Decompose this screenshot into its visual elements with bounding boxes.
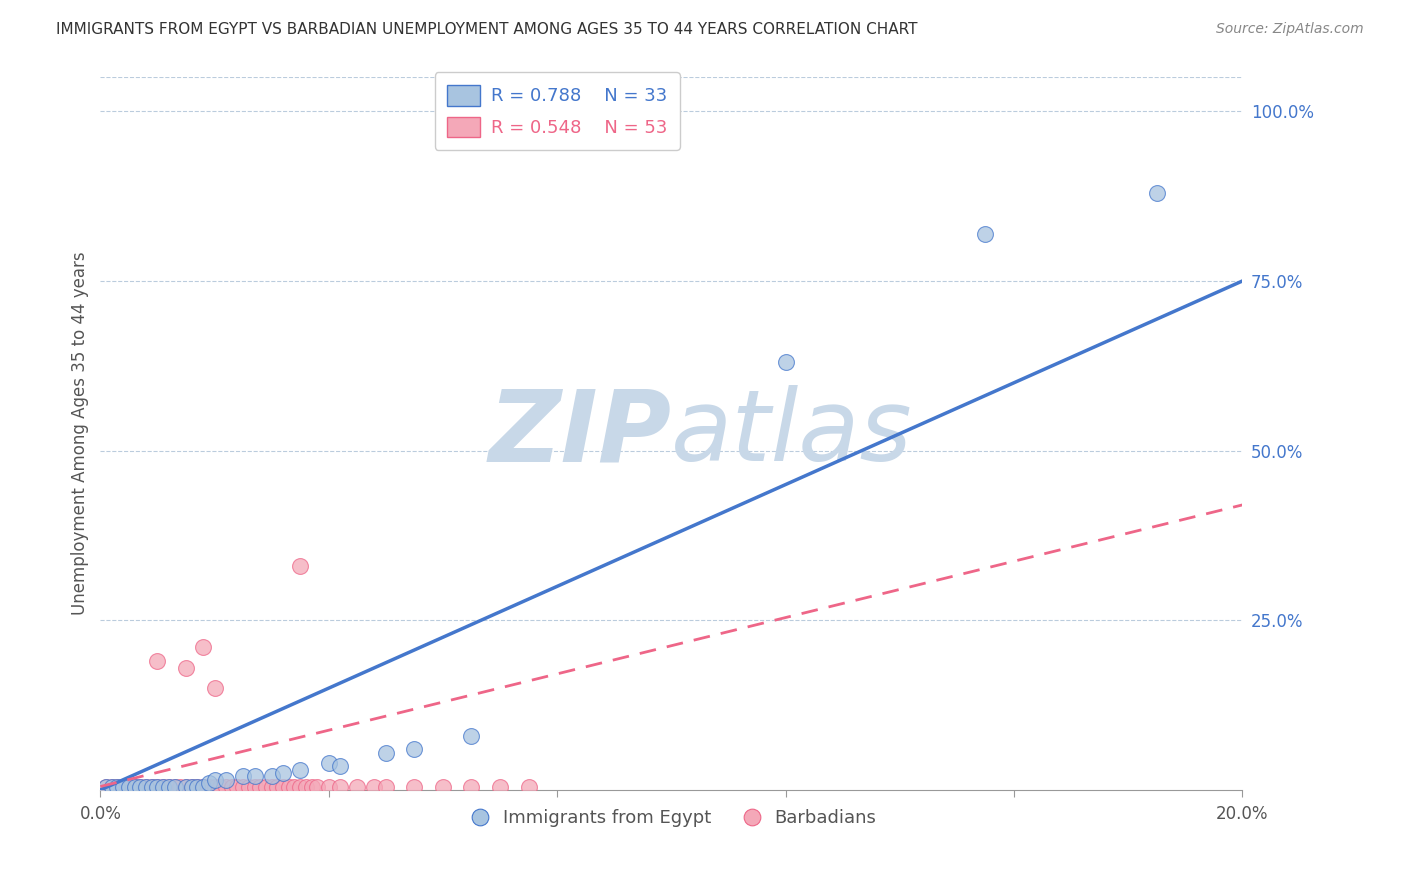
- Point: [266, 780, 288, 794]
- Point: [141, 780, 163, 794]
- Point: [204, 772, 226, 787]
- Point: [1146, 186, 1168, 200]
- Point: [169, 780, 191, 794]
- Point: [204, 681, 226, 695]
- Point: [404, 780, 426, 794]
- Point: [318, 780, 340, 794]
- Point: [290, 780, 312, 794]
- Point: [489, 780, 512, 794]
- Point: [221, 780, 243, 794]
- Point: [374, 746, 396, 760]
- Point: [226, 780, 249, 794]
- Point: [249, 780, 271, 794]
- Point: [232, 769, 254, 783]
- Point: [163, 780, 186, 794]
- Point: [157, 780, 180, 794]
- Point: [141, 780, 163, 794]
- Point: [112, 780, 135, 794]
- Point: [329, 780, 352, 794]
- Point: [174, 780, 197, 794]
- Point: [124, 780, 146, 794]
- Point: [307, 780, 329, 794]
- Point: [129, 780, 152, 794]
- Point: [146, 654, 169, 668]
- Point: [271, 780, 294, 794]
- Point: [191, 780, 214, 794]
- Point: [404, 742, 426, 756]
- Point: [174, 780, 197, 794]
- Point: [346, 780, 368, 794]
- Text: IMMIGRANTS FROM EGYPT VS BARBADIAN UNEMPLOYMENT AMONG AGES 35 TO 44 YEARS CORREL: IMMIGRANTS FROM EGYPT VS BARBADIAN UNEMP…: [56, 22, 918, 37]
- Point: [517, 780, 540, 794]
- Point: [238, 780, 260, 794]
- Point: [129, 780, 152, 794]
- Point: [146, 780, 169, 794]
- Point: [243, 780, 266, 794]
- Point: [204, 780, 226, 794]
- Point: [271, 766, 294, 780]
- Point: [295, 780, 318, 794]
- Point: [100, 780, 122, 794]
- Point: [301, 780, 323, 794]
- Point: [329, 759, 352, 773]
- Legend: Immigrants from Egypt, Barbadians: Immigrants from Egypt, Barbadians: [460, 802, 883, 834]
- Point: [186, 780, 208, 794]
- Point: [118, 780, 141, 794]
- Point: [254, 780, 277, 794]
- Point: [135, 780, 157, 794]
- Text: atlas: atlas: [671, 385, 912, 483]
- Point: [191, 780, 214, 794]
- Point: [318, 756, 340, 770]
- Point: [107, 780, 129, 794]
- Point: [157, 780, 180, 794]
- Point: [232, 780, 254, 794]
- Point: [100, 780, 122, 794]
- Text: ZIP: ZIP: [488, 385, 671, 483]
- Point: [432, 780, 454, 794]
- Point: [277, 780, 299, 794]
- Point: [215, 772, 238, 787]
- Point: [974, 227, 997, 241]
- Point: [124, 780, 146, 794]
- Point: [198, 776, 221, 790]
- Point: [191, 640, 214, 655]
- Point: [174, 661, 197, 675]
- Point: [118, 780, 141, 794]
- Point: [374, 780, 396, 794]
- Y-axis label: Unemployment Among Ages 35 to 44 years: Unemployment Among Ages 35 to 44 years: [72, 252, 89, 615]
- Point: [163, 780, 186, 794]
- Point: [152, 780, 174, 794]
- Point: [363, 780, 385, 794]
- Point: [215, 780, 238, 794]
- Point: [290, 559, 312, 574]
- Point: [260, 780, 283, 794]
- Point: [460, 780, 482, 794]
- Point: [152, 780, 174, 794]
- Point: [775, 355, 797, 369]
- Point: [94, 780, 117, 794]
- Point: [107, 780, 129, 794]
- Point: [243, 769, 266, 783]
- Point: [180, 780, 202, 794]
- Point: [209, 780, 232, 794]
- Point: [180, 780, 202, 794]
- Point: [186, 780, 208, 794]
- Point: [112, 780, 135, 794]
- Point: [198, 780, 221, 794]
- Point: [290, 763, 312, 777]
- Text: Source: ZipAtlas.com: Source: ZipAtlas.com: [1216, 22, 1364, 37]
- Point: [460, 729, 482, 743]
- Point: [146, 780, 169, 794]
- Point: [260, 769, 283, 783]
- Point: [94, 780, 117, 794]
- Point: [135, 780, 157, 794]
- Point: [283, 780, 305, 794]
